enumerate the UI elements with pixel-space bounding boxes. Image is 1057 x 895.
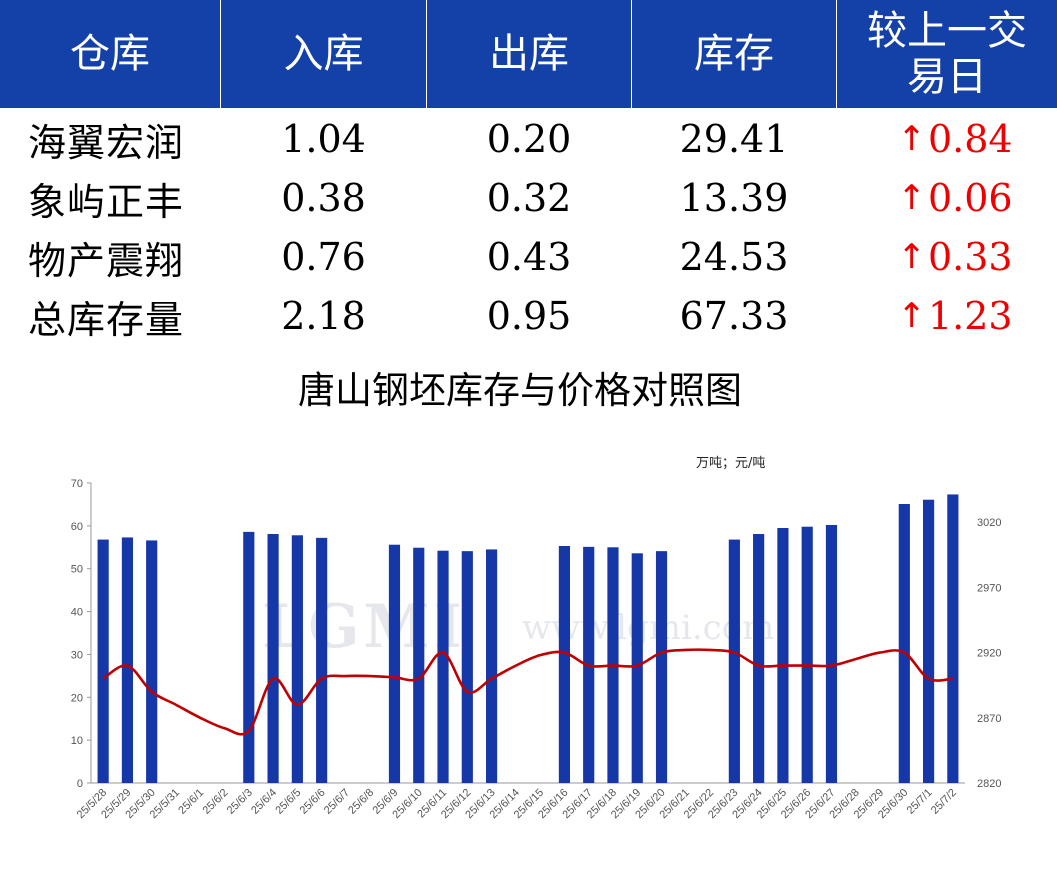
x-tick-label: 25/7/1 <box>905 787 935 817</box>
bar <box>485 549 498 783</box>
row-stock: 24.53 <box>679 235 789 279</box>
x-tick-label: 25/6/7 <box>322 787 352 817</box>
x-tick-label: 25/6/4 <box>249 787 279 817</box>
bar <box>558 546 571 783</box>
bar <box>146 540 158 783</box>
bar <box>388 544 401 783</box>
y-left-tick-label: 10 <box>71 735 83 747</box>
header-change: 较上一交 易日 <box>837 0 1057 108</box>
bar <box>947 494 959 783</box>
row-change: ↑ 1.23 <box>870 287 1040 345</box>
row-name: 象屿正丰 <box>28 179 185 224</box>
y-right-tick-label: 2870 <box>977 713 1001 725</box>
row-stock: 13.39 <box>679 176 789 220</box>
chart-title: 唐山钢坯库存与价格对照图 <box>298 369 742 412</box>
y-left-tick-label: 60 <box>71 521 83 533</box>
row-change-value: 1.23 <box>927 294 1013 338</box>
header-divider <box>836 0 837 108</box>
bar <box>825 525 838 783</box>
bar <box>97 539 109 783</box>
bar <box>801 526 813 783</box>
row-change: ↑ 0.33 <box>870 228 1040 286</box>
row-outbound: 0.95 <box>486 294 572 338</box>
header-stock: 库存 <box>694 31 774 77</box>
x-tick-label: 25/6/5 <box>273 787 303 817</box>
row-change-value: 0.33 <box>927 235 1013 279</box>
row-inbound: 2.18 <box>281 294 366 338</box>
up-arrow-icon: ↑ <box>897 296 926 336</box>
row-change-value: 0.84 <box>927 117 1013 161</box>
price-line <box>102 648 953 736</box>
row-change-value: 0.06 <box>927 176 1013 220</box>
y-left-tick-label: 30 <box>71 649 83 661</box>
bar <box>267 534 279 783</box>
bar <box>922 499 935 783</box>
bar <box>898 504 910 783</box>
bar <box>631 553 643 783</box>
x-tick-label: 25/7/2 <box>929 787 959 817</box>
table-row: 象屿正丰 0.38 0.32 13.39 ↑ 0.06 <box>0 169 1057 227</box>
table-row: 总库存量 2.18 0.95 67.33 ↑ 1.23 <box>0 287 1057 345</box>
row-change: ↑ 0.06 <box>870 169 1040 227</box>
header-divider <box>426 0 427 108</box>
row-outbound: 0.43 <box>486 235 572 279</box>
y-left-tick-label: 70 <box>71 478 83 490</box>
x-tick-label: 25/6/6 <box>298 787 328 817</box>
header-outbound: 出库 <box>489 31 569 77</box>
x-tick-label: 25/6/1 <box>176 787 206 817</box>
row-stock: 67.33 <box>679 294 789 338</box>
y-left-tick-label: 0 <box>77 778 83 790</box>
x-tick-label: 25/6/3 <box>225 787 255 817</box>
row-inbound: 0.76 <box>281 235 366 279</box>
row-outbound: 0.32 <box>486 176 572 220</box>
y-right-tick-label: 2820 <box>977 778 1001 790</box>
bar <box>437 550 449 783</box>
y-left-tick-label: 20 <box>71 692 83 704</box>
bar <box>316 537 328 783</box>
header-inbound: 入库 <box>283 31 364 77</box>
bar <box>243 531 255 783</box>
row-outbound: 0.20 <box>486 117 572 161</box>
row-name: 海翼宏润 <box>28 120 185 165</box>
bar <box>777 528 789 783</box>
bar <box>728 539 740 783</box>
header-change-line1: 较上一交 <box>867 8 1027 54</box>
table-header: 仓库 入库 出库 库存 较上一交 易日 <box>0 0 1057 108</box>
header-warehouse: 仓库 <box>70 31 150 77</box>
y-right-tick-label: 2970 <box>977 582 1001 594</box>
row-change: ↑ 0.84 <box>870 110 1040 168</box>
bar <box>413 547 425 783</box>
bar <box>121 537 134 783</box>
chart-units: 万吨；元/吨 <box>696 456 766 471</box>
up-arrow-icon: ↑ <box>897 237 926 277</box>
up-arrow-icon: ↑ <box>897 119 926 159</box>
row-inbound: 0.38 <box>281 176 366 220</box>
y-right-tick-label: 2920 <box>977 648 1001 660</box>
y-left-tick-label: 50 <box>71 564 83 576</box>
row-inbound: 1.04 <box>281 117 366 161</box>
row-stock: 29.41 <box>679 117 789 161</box>
bar <box>753 534 765 783</box>
bar <box>291 535 303 783</box>
x-tick-label: 25/6/2 <box>201 787 231 817</box>
y-right-tick-label: 3020 <box>977 517 1001 529</box>
y-left-tick-label: 40 <box>71 607 83 619</box>
bar <box>655 551 668 783</box>
bar <box>461 551 473 783</box>
row-name: 物产震翔 <box>28 238 185 283</box>
header-divider <box>220 0 221 108</box>
up-arrow-icon: ↑ <box>897 178 926 218</box>
header-change-line2: 易日 <box>907 54 987 100</box>
header-divider <box>631 0 632 108</box>
row-name: 总库存量 <box>28 297 185 342</box>
x-tick-label: 25/6/8 <box>346 787 376 817</box>
table-row: 海翼宏润 1.04 0.20 29.41 ↑ 0.84 <box>0 110 1057 168</box>
table-row: 物产震翔 0.76 0.43 24.53 ↑ 0.33 <box>0 228 1057 286</box>
